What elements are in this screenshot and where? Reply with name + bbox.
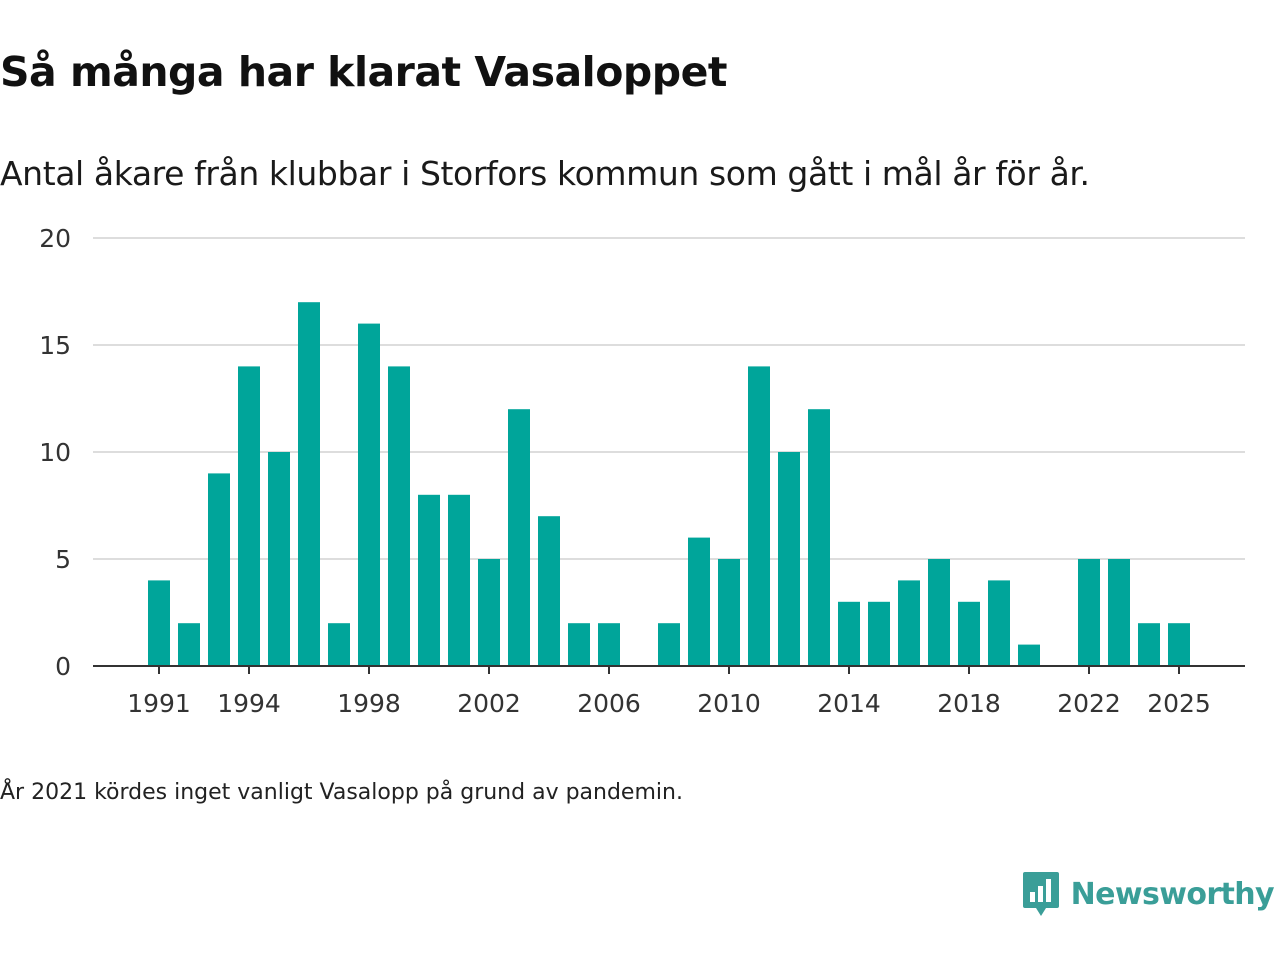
x-tick-label: 1998 [337, 689, 401, 718]
x-tick-label: 1994 [217, 689, 281, 718]
newsworthy-logo-icon [1022, 872, 1059, 916]
bar-2012 [778, 452, 800, 666]
x-tick-label: 1991 [127, 689, 191, 718]
chart-subtitle: Antal åkare från klubbar i Storfors komm… [0, 154, 1090, 193]
chart-title: Så många har klarat Vasaloppet [0, 48, 727, 96]
bar-2024 [1138, 623, 1160, 666]
bar-2023 [1108, 559, 1130, 666]
bar-1994 [238, 366, 260, 666]
bar-2000 [418, 494, 440, 666]
x-tick-label: 2006 [577, 689, 641, 718]
bar-1997 [328, 623, 350, 666]
x-tick-label: 2025 [1147, 689, 1211, 718]
brand-name: Newsworthy [1070, 876, 1275, 912]
bar-2009 [688, 537, 710, 666]
bar-1996 [298, 302, 320, 666]
y-axis-tick-labels: 0 5 10 15 20 [39, 224, 71, 681]
bar-2015 [868, 601, 890, 666]
y-tick-label: 20 [39, 224, 71, 253]
bar-2008 [658, 623, 680, 666]
bar-1993 [208, 473, 230, 666]
bar-2016 [898, 580, 920, 666]
bar-2013 [808, 409, 830, 666]
bar-2022 [1078, 559, 1100, 666]
bar-2019 [988, 580, 1010, 666]
x-axis-tick-labels: 1991 1994 1998 2002 2006 2010 2014 2018 2022 2025 [127, 689, 1211, 718]
bar-2014 [838, 601, 860, 666]
bar-2004 [538, 516, 560, 666]
bar-2011 [748, 366, 770, 666]
footnote: År 2021 kördes inget vanligt Vasalopp på… [0, 780, 683, 805]
bar-2001 [448, 494, 470, 666]
bar-2005 [568, 623, 590, 666]
bars [148, 302, 1190, 666]
bar-2018 [958, 601, 980, 666]
x-tick-label: 2002 [457, 689, 521, 718]
y-tick-label: 5 [55, 545, 71, 574]
bar-2010 [718, 559, 740, 666]
bar-1991 [148, 580, 170, 666]
x-tick-label: 2022 [1057, 689, 1121, 718]
x-tick-label: 2010 [697, 689, 761, 718]
bar-2025 [1168, 623, 1190, 666]
bar-1998 [358, 323, 380, 666]
x-tick-label: 2018 [937, 689, 1001, 718]
bar-1999 [388, 366, 410, 666]
bar-1995 [268, 452, 290, 666]
y-tick-label: 15 [39, 331, 71, 360]
brand-logo: Newsworthy [1021, 870, 1275, 918]
bar-chart: 0 5 10 15 20 1991 1994 1998 2002 2006 2010 2014 201… [39, 224, 1245, 718]
y-tick-label: 10 [39, 438, 71, 467]
bar-2006 [598, 623, 620, 666]
gridlines [93, 237, 1245, 560]
bar-2003 [508, 409, 530, 666]
bar-2002 [478, 559, 500, 666]
x-axis [93, 665, 1245, 674]
bar-2020 [1018, 644, 1040, 666]
bar-2017 [928, 559, 950, 666]
bar-1992 [178, 623, 200, 666]
y-tick-label: 0 [55, 652, 71, 681]
x-tick-label: 2014 [817, 689, 881, 718]
